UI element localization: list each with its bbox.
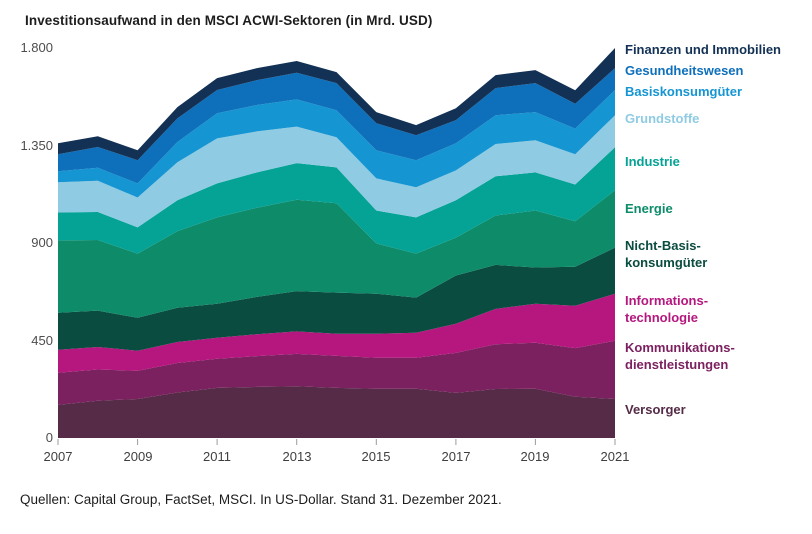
legend-label: Informations- [625, 293, 709, 308]
legend-item-basiskonsumgueter: Basiskonsumgüter [625, 83, 742, 100]
y-tick-label: 900 [31, 235, 53, 250]
x-tick-label: 2007 [43, 449, 73, 464]
x-tick-label: 2011 [203, 449, 231, 464]
x-tick-label: 2015 [361, 449, 391, 464]
legend-label: Nicht-Basis- [625, 238, 701, 253]
legend-item-informationstechnologie: Informations- technologie [625, 292, 708, 326]
legend-label: Kommunikations- [625, 340, 735, 355]
area-kommunikationsdienstleistungen [58, 340, 615, 405]
y-tick-label: 1.800 [20, 40, 53, 55]
legend-item-nicht-basiskonsumgueter: Nicht-Basis- konsumgüter [625, 237, 707, 271]
x-tick-label: 2019 [520, 449, 550, 464]
y-tick-label: 0 [45, 430, 53, 445]
x-tick-label: 2021 [600, 449, 630, 464]
legend-label: Grundstoffe [625, 111, 700, 126]
legend-item-grundstoffe: Grundstoffe [625, 110, 699, 127]
legend-item-kommunikationsdienstleistungen: Kommunikations- dienstleistungen [625, 339, 735, 373]
area-finanzen-und-immobilien [58, 48, 615, 161]
legend-item-industrie: Industrie [625, 153, 680, 170]
legend-label: technologie [625, 310, 698, 325]
area-nicht-basiskonsumgueter [58, 247, 615, 351]
legend-label: Versorger [625, 402, 686, 417]
x-tick-label: 2017 [441, 449, 471, 464]
legend-label: konsumgüter [625, 255, 708, 270]
area-basiskonsumgueter [58, 90, 615, 198]
legend-label: Finanzen und Immobilien [625, 42, 781, 57]
area-energie [58, 190, 615, 318]
legend-label: dienstleistungen [625, 357, 729, 372]
area-informationstechnologie [58, 293, 615, 373]
y-tick-label: 450 [31, 333, 53, 348]
legend-label: Industrie [625, 154, 680, 169]
x-tick-label: 2013 [282, 449, 312, 464]
legend-item-versorger: Versorger [625, 401, 686, 418]
legend-label: Energie [625, 201, 673, 216]
area-versorger [58, 386, 615, 438]
y-tick-label: 1.350 [20, 138, 53, 153]
x-tick-label: 2009 [123, 449, 153, 464]
source-note: Quellen: Capital Group, FactSet, MSCI. I… [20, 492, 502, 507]
legend-label: Basiskonsumgüter [625, 84, 743, 99]
legend-label: Gesundheitswesen [625, 63, 744, 78]
area-gesundheitswesen [58, 68, 615, 184]
legend-item-gesundheitswesen: Gesundheitswesen [625, 62, 743, 79]
area-industrie [58, 147, 615, 254]
legend-item-energie: Energie [625, 200, 673, 217]
legend-item-finanzen-und-immobilien: Finanzen und Immobilien [625, 41, 781, 58]
chart-title: Investitionsaufwand in den MSCI ACWI-Sek… [25, 13, 433, 28]
area-grundstoffe [58, 115, 615, 228]
